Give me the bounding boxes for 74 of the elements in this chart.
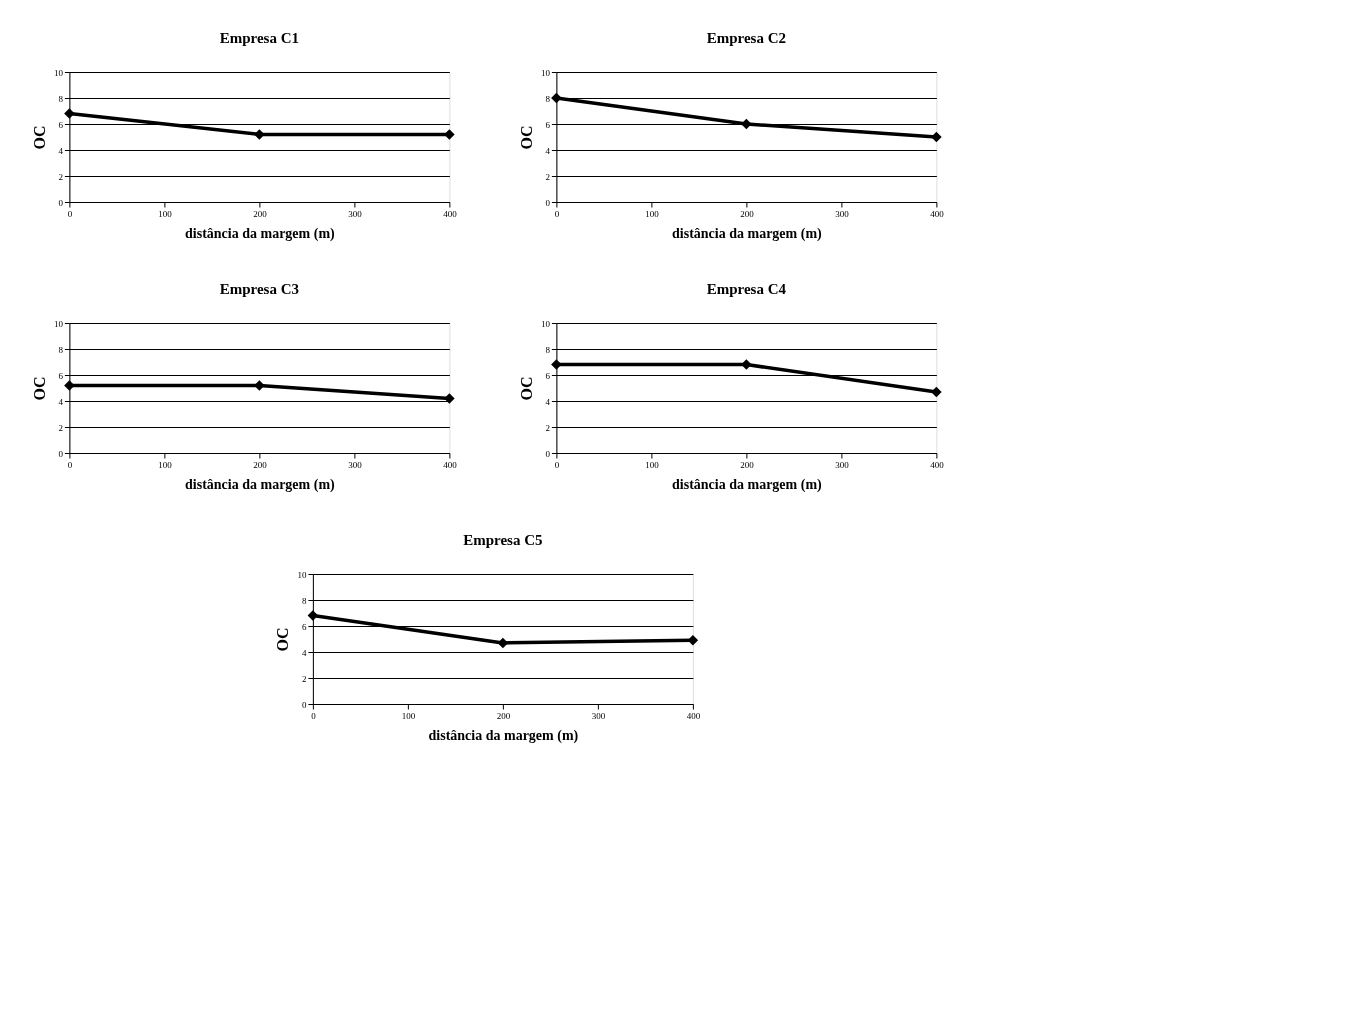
x-tick-label: 200	[496, 710, 511, 721]
x-tick-label: 200	[253, 459, 268, 470]
y-tick-label: 8	[58, 344, 64, 355]
x-tick-label: 200	[253, 208, 268, 219]
point	[307, 610, 319, 621]
x-tick-label: 300	[835, 459, 850, 470]
x-tick-label: 100	[645, 459, 660, 470]
x-tick-label: 200	[740, 459, 755, 470]
x-tick-label: 300	[835, 208, 850, 219]
x-axis-title: distância da margem (m)	[185, 225, 336, 242]
x-tick-label: 0	[67, 208, 73, 219]
x-tick-label: 300	[348, 208, 363, 219]
y-axis-title: OC	[30, 125, 48, 150]
x-tick-label: 0	[67, 459, 73, 470]
y-tick-label: 4	[301, 647, 307, 658]
y-tick-label: 8	[545, 93, 551, 104]
x-tick-label: 400	[930, 208, 945, 219]
x-tick-label: 100	[401, 710, 416, 721]
y-tick-label: 10	[53, 318, 64, 329]
y-tick-label: 4	[545, 145, 551, 156]
y-tick-label: 4	[545, 396, 551, 407]
y-tick-label: 6	[58, 370, 64, 381]
x-tick-label: 0	[554, 459, 560, 470]
y-tick-label: 6	[545, 370, 551, 381]
y-tick-label: 2	[545, 422, 550, 433]
y-tick-label: 10	[540, 67, 551, 78]
y-tick-label: 2	[58, 171, 63, 182]
x-tick-label: 300	[348, 459, 363, 470]
chart-title: Empresa C3	[219, 281, 300, 297]
y-tick-label: 4	[58, 396, 64, 407]
x-tick-label: 400	[443, 208, 458, 219]
y-tick-label: 6	[545, 119, 551, 130]
y-tick-label: 4	[58, 145, 64, 156]
y-tick-label: 2	[545, 171, 550, 182]
y-axis-title: OC	[274, 627, 292, 652]
chart-title: Empresa C5	[463, 532, 543, 548]
y-tick-label: 0	[545, 448, 551, 459]
x-tick-label: 400	[686, 710, 701, 721]
x-tick-label: 0	[554, 208, 560, 219]
x-tick-label: 100	[158, 459, 173, 470]
x-axis-title: distância da margem (m)	[185, 476, 336, 493]
x-tick-label: 0	[311, 710, 317, 721]
point	[931, 131, 942, 143]
x-tick-label: 400	[930, 459, 945, 470]
x-axis-title: distância da margem (m)	[672, 476, 823, 493]
y-tick-label: 0	[58, 448, 64, 459]
y-tick-label: 10	[53, 67, 64, 78]
y-tick-label: 10	[540, 318, 551, 329]
x-tick-label: 100	[645, 208, 660, 219]
y-tick-label: 0	[58, 197, 64, 208]
chart-title: Empresa C4	[706, 281, 787, 297]
x-tick-label: 400	[443, 459, 458, 470]
x-tick-label: 200	[740, 208, 755, 219]
y-tick-label: 8	[545, 344, 551, 355]
x-axis-title: distância da margem (m)	[672, 225, 823, 242]
y-axis-title: OC	[30, 376, 48, 401]
y-tick-label: 2	[301, 673, 307, 684]
y-tick-label: 6	[301, 621, 307, 632]
y-tick-label: 10	[297, 569, 307, 580]
y-axis-title: OC	[517, 125, 535, 150]
x-axis-title: distância da margem (m)	[428, 727, 579, 744]
y-tick-label: 8	[301, 595, 307, 606]
y-tick-label: 0	[545, 197, 551, 208]
y-tick-label: 0	[301, 699, 307, 710]
y-tick-label: 8	[58, 93, 64, 104]
y-tick-label: 6	[58, 119, 64, 130]
x-tick-label: 300	[591, 710, 606, 721]
point	[551, 92, 562, 104]
y-tick-label: 2	[58, 422, 63, 433]
y-axis-title: OC	[517, 376, 535, 401]
x-tick-label: 100	[158, 208, 173, 219]
point	[741, 118, 752, 130]
chart-title: Empresa C1	[219, 30, 300, 46]
chart-title: Empresa C2	[706, 30, 787, 46]
